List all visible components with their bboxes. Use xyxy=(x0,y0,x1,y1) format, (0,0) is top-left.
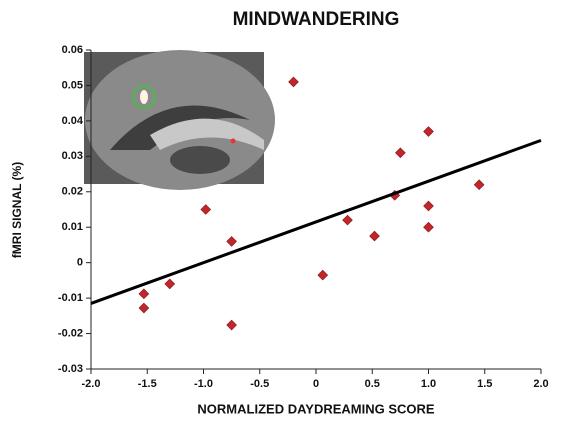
chart-title: MINDWANDERING xyxy=(233,9,400,30)
point xyxy=(200,204,212,215)
y-tick-label: 0.04 xyxy=(62,115,84,127)
x-tick-label: -0.5 xyxy=(250,378,269,390)
x-tick-label: -2.0 xyxy=(82,378,101,390)
x-tick-label: 0.5 xyxy=(365,378,380,390)
x-tick-label: -1.0 xyxy=(194,378,213,390)
x-tick-label: 1.5 xyxy=(477,378,492,390)
brain-inset xyxy=(84,50,275,190)
point xyxy=(164,278,176,290)
point xyxy=(288,76,299,88)
point xyxy=(226,236,237,247)
point xyxy=(395,147,406,159)
x-tick-label: 2.0 xyxy=(533,378,548,390)
point xyxy=(423,126,434,137)
y-tick-label: 0.02 xyxy=(62,186,83,198)
x-tick-label: -1.5 xyxy=(138,378,157,390)
y-tick-label: -0.02 xyxy=(58,327,83,339)
y-tick-label: 0.05 xyxy=(62,79,83,91)
y-tick-label: 0.06 xyxy=(62,44,83,56)
point xyxy=(138,288,150,300)
point xyxy=(369,230,380,242)
y-tick-label: 0.03 xyxy=(62,150,83,162)
point xyxy=(423,200,434,212)
y-tick-label: 0 xyxy=(77,257,83,269)
point xyxy=(226,319,237,331)
x-tick-label: 1.0 xyxy=(421,378,436,390)
x-tick-label: 0 xyxy=(313,378,319,390)
fit-line xyxy=(90,138,542,305)
point xyxy=(342,214,353,226)
point xyxy=(473,179,485,190)
y-tick-label: -0.01 xyxy=(58,292,83,304)
point xyxy=(138,302,150,314)
y-tick-label: 0.01 xyxy=(62,221,83,233)
y-tick-label: -0.03 xyxy=(58,363,83,375)
point xyxy=(423,221,434,233)
x-axis-label: NORMALIZED DAYDREAMING SCORE xyxy=(197,401,434,416)
point xyxy=(317,269,329,281)
y-axis-label: fMRI SIGNAL (%) xyxy=(10,162,24,258)
